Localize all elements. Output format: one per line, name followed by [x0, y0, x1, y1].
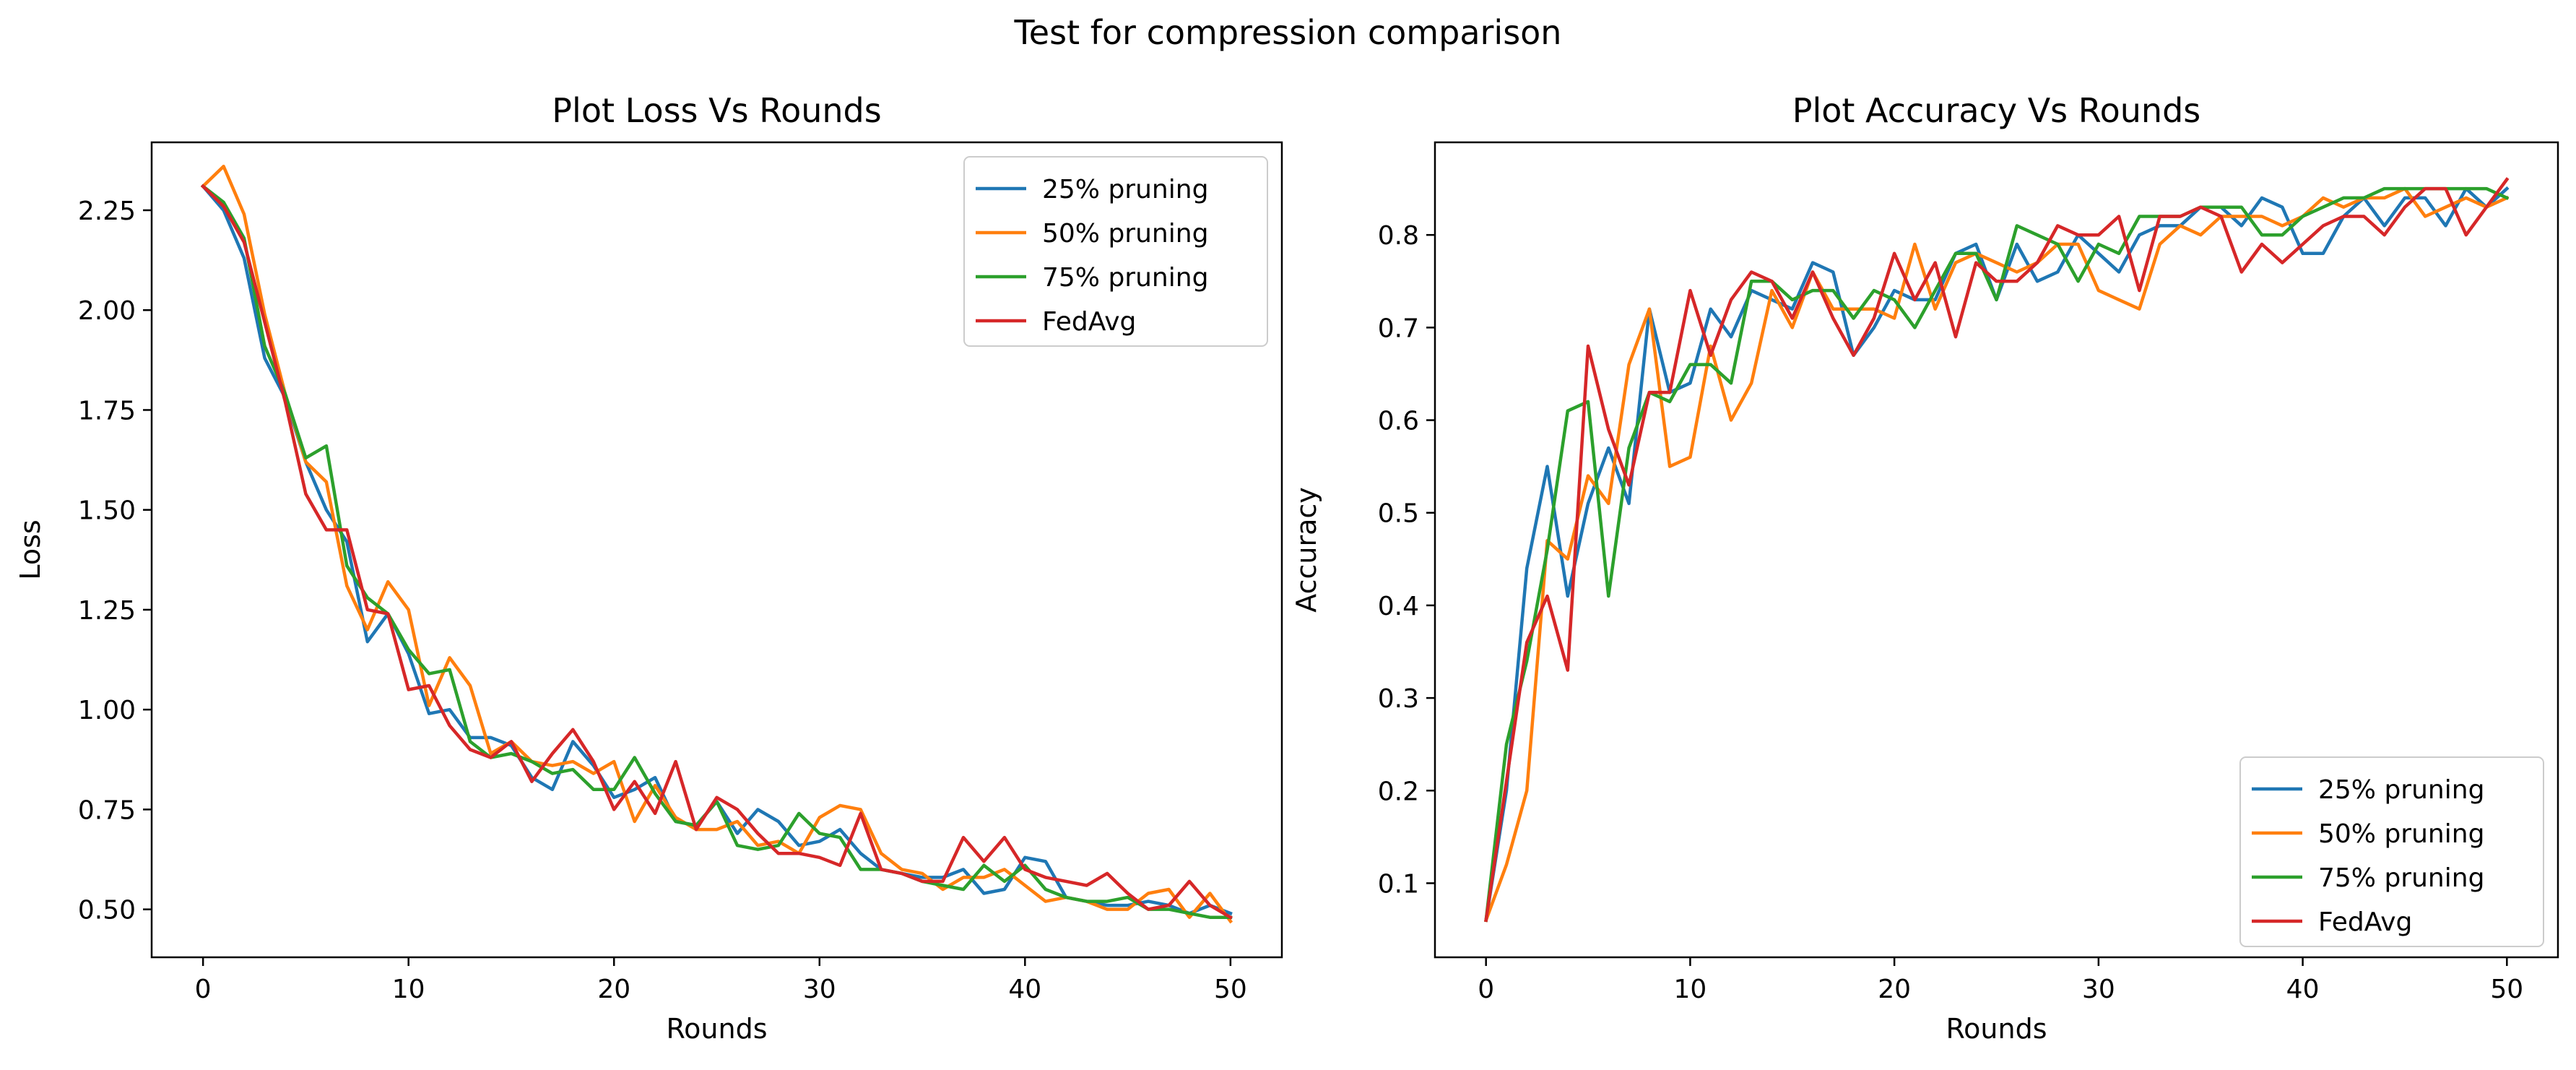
- y-tick-label: 1.00: [78, 696, 136, 725]
- legend-label-25-pruning: 25% pruning: [2318, 775, 2484, 805]
- y-tick-label: 0.8: [1378, 221, 1419, 251]
- legend-label-50-pruning: 50% pruning: [2318, 819, 2484, 849]
- legend: 25% pruning 50% pruning 75% pruning FedAvg: [963, 156, 1268, 347]
- figure-title: Test for compression comparison: [1014, 13, 1562, 52]
- y-tick-label: 0.5: [1378, 499, 1419, 529]
- x-tick-label: 0: [1478, 975, 1494, 1004]
- legend-box: [963, 156, 1268, 347]
- legend-label-fedavg: FedAvg: [2318, 907, 2412, 937]
- y-tick-label: 2.25: [78, 197, 136, 226]
- x-tick-label: 20: [597, 975, 630, 1004]
- y-tick-label: 0.1: [1378, 869, 1419, 899]
- y-tick-label: 1.25: [78, 596, 136, 626]
- x-tick-label: 10: [392, 975, 425, 1004]
- y-tick-label: 0.3: [1378, 684, 1419, 714]
- y-axis-label: Accuracy: [1291, 487, 1322, 613]
- y-tick-label: 0.2: [1378, 777, 1419, 806]
- legend-label-fedavg: FedAvg: [1042, 307, 1136, 337]
- series-line-75-pruning: [1484, 186, 2510, 923]
- series-line-fedavg: [1484, 177, 2510, 923]
- axes-frame: [1434, 141, 2559, 959]
- legend-label-75-pruning: 75% pruning: [1042, 263, 1208, 293]
- legend-label-50-pruning: 50% pruning: [1042, 219, 1208, 249]
- legend: 25% pruning 50% pruning 75% pruning FedAvg: [2239, 756, 2544, 947]
- axes-frame: [150, 141, 1283, 959]
- loss-plot: Plot Loss Vs Rounds 0 10 20 30 40 50 0.50 0.75 1.…: [14, 91, 1283, 1045]
- x-tick-label: 40: [2286, 975, 2320, 1004]
- x-tick-label: 50: [2490, 975, 2523, 1004]
- y-tick-label: 0.50: [78, 896, 136, 926]
- x-axis-label: Rounds: [1946, 1013, 2047, 1045]
- x-tick-label: 30: [2082, 975, 2115, 1004]
- y-axis-label: Loss: [14, 519, 46, 579]
- x-tick-label: 20: [1878, 975, 1911, 1004]
- x-axis-label: Rounds: [666, 1013, 767, 1045]
- x-tick-label: 50: [1214, 975, 1247, 1004]
- x-tick-label: 30: [803, 975, 836, 1004]
- x-tick-label: 40: [1008, 975, 1041, 1004]
- x-tick-label: 0: [195, 975, 212, 1004]
- accuracy-plot: Plot Accuracy Vs Rounds 0 10 20 30 40 50 0.1 0.2…: [1291, 91, 2559, 1045]
- y-tick-label: 0.6: [1378, 407, 1419, 436]
- series-line-fedavg: [200, 184, 1233, 920]
- series-line-50-pruning: [200, 164, 1233, 924]
- legend-label-75-pruning: 75% pruning: [2318, 863, 2484, 893]
- plot-title: Plot Loss Vs Rounds: [552, 91, 881, 130]
- series-line-75-pruning: [200, 184, 1233, 919]
- y-tick-label: 2.00: [78, 296, 136, 326]
- y-tick-label: 0.7: [1378, 314, 1419, 343]
- legend-box: [2239, 756, 2544, 947]
- legend-label-25-pruning: 25% pruning: [1042, 175, 1208, 204]
- y-tick-label: 0.4: [1378, 592, 1419, 621]
- x-tick-label: 10: [1674, 975, 1707, 1004]
- series-line-50-pruning: [1483, 186, 2510, 923]
- y-tick-label: 1.75: [78, 396, 136, 426]
- y-tick-label: 0.75: [78, 795, 136, 825]
- plot-title: Plot Accuracy Vs Rounds: [1792, 91, 2201, 130]
- y-tick-label: 1.50: [78, 496, 136, 526]
